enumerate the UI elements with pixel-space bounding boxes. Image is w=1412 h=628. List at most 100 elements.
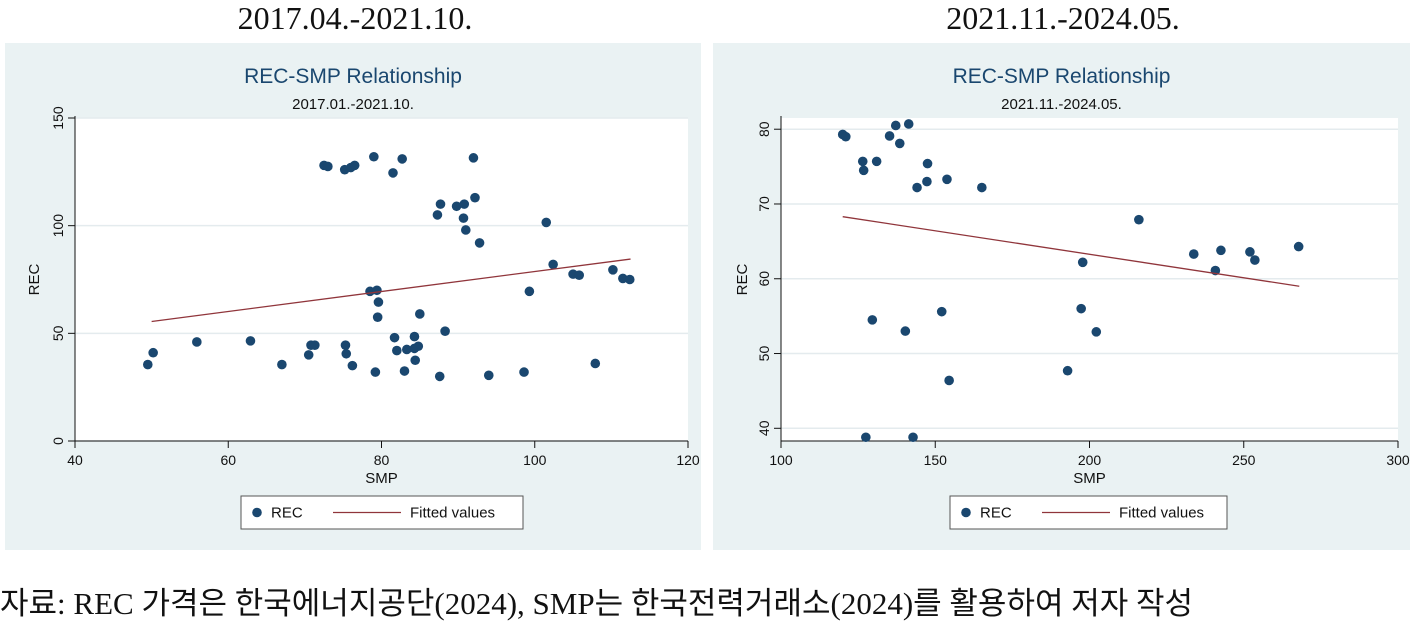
data-point xyxy=(541,217,552,228)
data-point xyxy=(1077,257,1088,268)
data-point xyxy=(519,367,529,377)
legend-label-rec: REC xyxy=(980,505,1012,522)
y-tick-label: 50 xyxy=(756,346,772,362)
legend-label-fitted: Fitted values xyxy=(1119,505,1204,522)
chart-title: REC-SMP Relationship xyxy=(244,65,462,88)
data-point xyxy=(894,138,905,149)
data-point xyxy=(1293,241,1304,252)
data-point xyxy=(903,119,914,129)
x-tick-label: 150 xyxy=(924,452,948,468)
data-point xyxy=(277,359,287,370)
left-chart-panel: REC-SMP Relationship 2017.01.-2021.10. 0 50… xyxy=(5,43,701,550)
data-point xyxy=(861,432,871,443)
data-point xyxy=(440,326,450,336)
data-point xyxy=(392,345,402,356)
data-point xyxy=(1076,303,1086,314)
right-chart-panel: REC-SMP Relationship 2021.11.-2024.05. 40 5… xyxy=(713,43,1410,550)
legend-box xyxy=(240,495,524,530)
data-point xyxy=(468,153,479,163)
x-tick-label: 100 xyxy=(523,452,547,468)
data-point xyxy=(590,358,601,369)
y-tick-label: 150 xyxy=(50,106,66,130)
data-point xyxy=(413,341,424,352)
data-point xyxy=(474,238,485,248)
data-point xyxy=(1216,245,1226,256)
x-tick-label: 300 xyxy=(1386,452,1410,468)
data-point xyxy=(340,340,351,350)
x-tick-label: 120 xyxy=(676,452,700,468)
data-point xyxy=(1062,365,1073,376)
data-point xyxy=(608,265,618,275)
data-point xyxy=(458,213,469,223)
data-point xyxy=(388,168,398,178)
x-axis-label: SMP xyxy=(1073,470,1106,487)
data-point xyxy=(840,131,851,142)
data-point xyxy=(142,359,153,370)
data-point xyxy=(890,120,901,131)
data-point xyxy=(977,182,987,193)
fitted-line xyxy=(842,216,1300,287)
data-point xyxy=(624,274,635,285)
data-point xyxy=(524,286,535,297)
y-tick-label: 70 xyxy=(756,196,772,212)
x-tick-label: 40 xyxy=(67,452,83,468)
data-point xyxy=(857,156,868,167)
data-point xyxy=(434,371,445,382)
x-tick-label: 100 xyxy=(769,452,793,468)
chart-subtitle: 2017.01.-2021.10. xyxy=(292,96,414,113)
data-point xyxy=(148,347,158,358)
data-point xyxy=(373,297,384,307)
data-point xyxy=(1188,249,1199,259)
data-point xyxy=(415,309,425,319)
legend-label-fitted: Fitted values xyxy=(410,505,495,522)
data-point xyxy=(459,199,470,209)
left-scatter-chart: REC-SMP Relationship 2017.01.-2021.10. 0 50… xyxy=(26,65,700,530)
data-point xyxy=(389,332,400,343)
data-point xyxy=(944,375,954,386)
data-point xyxy=(470,192,480,203)
chart-subtitle: 2021.11.-2024.05. xyxy=(1001,96,1122,113)
data-point xyxy=(409,331,420,342)
right-scatter-chart: REC-SMP Relationship 2021.11.-2024.05. 40 5… xyxy=(734,65,1410,530)
data-point xyxy=(401,344,412,355)
data-point xyxy=(1245,247,1255,257)
data-point xyxy=(460,225,471,235)
data-point xyxy=(372,285,382,296)
y-tick-label: 60 xyxy=(756,271,772,287)
data-point xyxy=(942,174,952,185)
plot-area xyxy=(75,118,688,441)
data-point xyxy=(432,210,443,220)
data-point xyxy=(871,156,882,167)
data-point xyxy=(192,337,202,347)
data-point xyxy=(323,161,333,172)
data-point xyxy=(922,158,933,169)
data-point xyxy=(370,367,381,377)
data-point xyxy=(303,350,314,360)
legend-label-rec: REC xyxy=(271,505,303,522)
y-axis-label: REC xyxy=(734,263,751,295)
data-point xyxy=(574,270,584,280)
legend-marker-rec xyxy=(961,507,971,518)
data-point xyxy=(399,366,410,376)
data-point xyxy=(397,154,407,164)
y-axis-label: REC xyxy=(26,263,43,295)
x-axis-label: SMP xyxy=(365,470,398,487)
data-point xyxy=(483,370,494,381)
data-point xyxy=(349,160,360,171)
data-point xyxy=(451,201,462,212)
data-point xyxy=(1250,255,1260,265)
x-tick-label: 60 xyxy=(220,452,236,468)
data-point xyxy=(372,312,383,322)
data-point xyxy=(369,151,379,162)
y-tick-label: 0 xyxy=(50,437,66,445)
y-tick-label: 40 xyxy=(756,420,772,436)
data-point xyxy=(548,259,558,270)
y-tick-label: 80 xyxy=(756,121,772,137)
data-point xyxy=(858,165,869,176)
data-point xyxy=(867,315,878,325)
right-panel-header: 2021.11.-2024.05. xyxy=(946,0,1180,36)
source-note: 자료: REC 가격은 한국에너지공단(2024), SMP는 한국전력거래소(… xyxy=(0,586,1194,621)
data-point xyxy=(245,336,256,346)
x-tick-label: 200 xyxy=(1078,452,1102,468)
data-point xyxy=(410,355,421,366)
